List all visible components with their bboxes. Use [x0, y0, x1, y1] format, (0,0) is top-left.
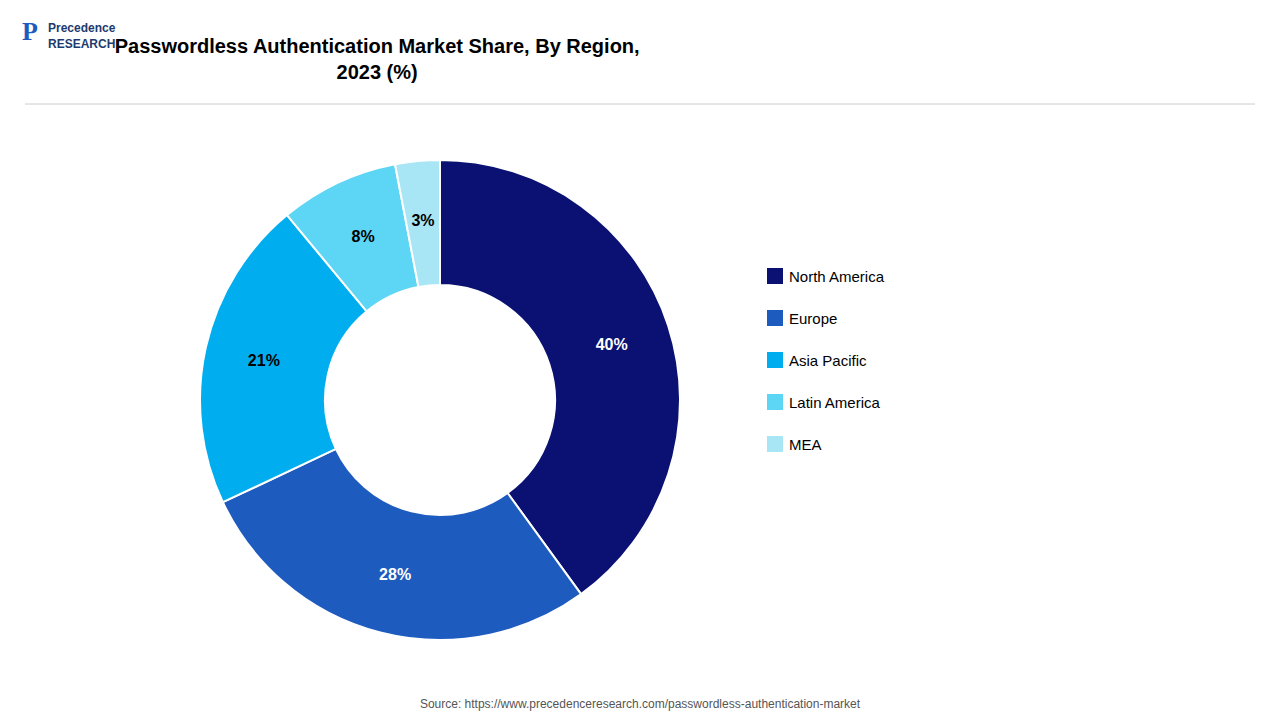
svg-text:8%: 8% — [352, 228, 375, 245]
svg-text:Source: https://www.precedence: Source: https://www.precedenceresearch.c… — [420, 697, 861, 711]
svg-text:MEA: MEA — [789, 436, 822, 453]
svg-text:2023 (%): 2023 (%) — [337, 61, 418, 83]
svg-text:Latin America: Latin America — [789, 394, 881, 411]
svg-text:Europe: Europe — [789, 310, 837, 327]
svg-text:3%: 3% — [411, 212, 434, 229]
svg-text:North America: North America — [789, 268, 885, 285]
svg-text:P: P — [22, 17, 38, 46]
svg-text:21%: 21% — [248, 352, 280, 369]
svg-text:Passwordless Authentication Ma: Passwordless Authentication Market Share… — [115, 35, 640, 57]
svg-text:Precedence: Precedence — [48, 21, 116, 35]
svg-text:40%: 40% — [596, 336, 628, 353]
svg-text:RESEARCH: RESEARCH — [48, 37, 115, 51]
svg-text:28%: 28% — [379, 566, 411, 583]
svg-text:Asia Pacific: Asia Pacific — [789, 352, 867, 369]
